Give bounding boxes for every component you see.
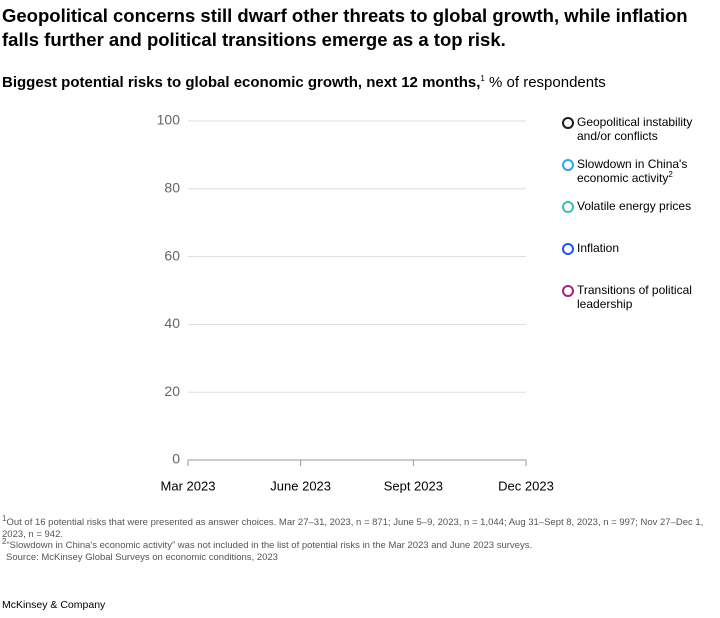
legend-item: Inflation [560,241,710,283]
subtitle-text: Biggest potential risks to global econom… [2,74,481,91]
unit: % of respondents [489,74,606,91]
chart-title: Geopolitical concerns still dwarf other … [2,5,688,50]
legend-item: Volatile energy prices [560,199,710,241]
x-tick-label: June 2023 [270,478,331,493]
y-tick-label: 60 [164,247,180,263]
legend-label: Geopolitical instability and/or conflict… [577,115,693,143]
legend-marker [562,243,574,255]
legend-marker [562,117,574,129]
legend: Geopolitical instability and/or conflict… [560,115,710,325]
legend-label: Inflation [577,241,620,255]
chart-subtitle: Biggest potential risks to global econom… [2,74,606,91]
legend-marker [562,285,574,297]
footnote-mark: 2 [2,536,7,546]
legend-label: Volatile energy prices [577,199,692,213]
legend-label: Slowdown in China's economic activity [577,157,688,185]
x-tick-label: Sept 2023 [384,478,443,493]
brand: McKinsey & Company [2,599,106,611]
y-tick-label: 100 [157,112,181,128]
notes: 1Out of 16 potential risks that were pre… [2,513,712,563]
y-tick-label: 0 [172,451,180,467]
x-tick-label: Mar 2023 [161,478,216,493]
legend-item: Slowdown in China's economic activity2 [560,157,710,199]
chart: 0 20 40 60 80 100 Mar 2023 June 2023 Sept 2023 De… [157,112,554,494]
footnote-mark: 1 [2,513,7,523]
legend-item: Transitions of political leadership [560,283,710,325]
footnote-text: “Slowdown in China's economic activity” … [6,540,533,551]
footnote: 1Out of 16 potential risks that were pre… [2,513,712,540]
legend-label: Transitions of political leadership [577,283,692,311]
y-tick-label: 40 [164,315,180,331]
x-tick-label: Dec 2023 [498,478,554,493]
footnote-text: Out of 16 potential risks that were pres… [2,517,704,540]
y-tick-label: 80 [164,180,180,196]
footnote-mark: 2 [668,170,673,179]
footnote-mark: 1 [480,74,485,83]
footnote: 2“Slowdown in China's economic activity”… [2,536,712,552]
y-tick-label: 20 [164,383,180,399]
legend-item: Geopolitical instability and/or conflict… [560,115,710,157]
source: Source: McKinsey Global Surveys on econo… [6,551,278,563]
legend-marker [562,159,574,171]
legend-marker [562,201,574,213]
